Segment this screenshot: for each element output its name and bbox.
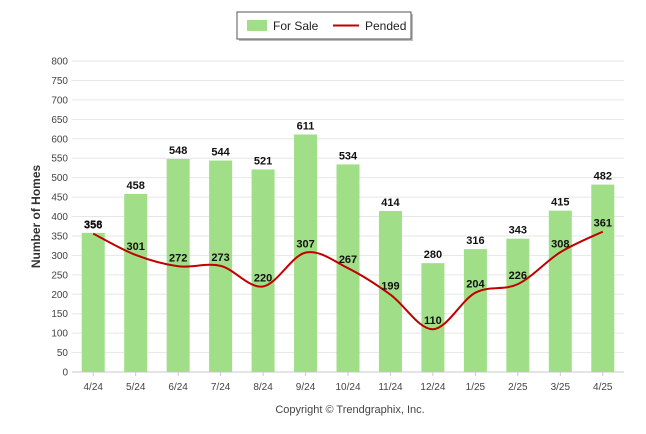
bar	[378, 211, 402, 372]
legend-label-for-sale: For Sale	[273, 19, 319, 33]
line-value-label: 226	[509, 270, 527, 282]
line-value-label: 273	[211, 252, 229, 264]
x-tick-label: 7/24	[211, 382, 231, 393]
x-tick-label: 9/24	[296, 382, 316, 393]
x-tick-label: 4/25	[593, 382, 613, 393]
line-value-label: 361	[594, 218, 612, 230]
bar-value-label: 415	[551, 197, 569, 209]
x-tick-label: 8/24	[253, 382, 273, 393]
legend-label-pended: Pended	[365, 19, 406, 33]
x-tick-label: 3/25	[551, 382, 571, 393]
x-tick-label: 4/24	[83, 382, 103, 393]
y-tick-label: 450	[51, 193, 68, 204]
bar	[251, 169, 275, 372]
x-axis-ticks: 4/24 5/24 6/24 7/24 8/24 9/24 10/24 11/24 12/24 1…	[83, 372, 613, 393]
bar	[124, 193, 148, 372]
y-tick-label: 250	[51, 270, 68, 281]
x-tick-label: 10/24	[335, 382, 360, 393]
y-tick-label: 0	[62, 368, 68, 379]
bar-value-label: 358	[84, 219, 102, 231]
bar-value-label: 343	[509, 225, 527, 237]
y-tick-label: 200	[51, 290, 68, 301]
y-tick-label: 650	[51, 115, 68, 126]
line-data-labels: 356 301 272 273 220 307 267 199 110 204 226 308 361	[84, 218, 612, 328]
y-tick-label: 800	[51, 57, 68, 68]
copyright-credit: Copyright © Trendgraphix, Inc.	[275, 404, 424, 416]
bar	[463, 249, 487, 372]
bar	[591, 184, 615, 372]
y-tick-label: 550	[51, 154, 68, 165]
x-tick-label: 6/24	[168, 382, 188, 393]
y-axis-title: Number of Homes	[29, 165, 43, 269]
line-value-label: 220	[254, 272, 272, 284]
y-tick-label: 400	[51, 212, 68, 223]
line-value-label: 199	[381, 281, 399, 293]
y-tick-label: 350	[51, 231, 68, 242]
y-tick-label: 750	[51, 76, 68, 87]
line-value-label: 308	[551, 238, 569, 250]
bar-value-label: 534	[339, 150, 358, 162]
bar-value-label: 458	[127, 180, 145, 192]
pended-series-line	[92, 230, 604, 331]
bar	[81, 232, 105, 372]
bar-value-label: 521	[254, 155, 272, 167]
y-tick-label: 150	[51, 309, 68, 320]
y-tick-label: 700	[51, 95, 68, 106]
y-tick-label: 50	[57, 348, 69, 359]
bar-value-label: 316	[466, 235, 484, 247]
legend: For Sale Pended	[236, 11, 413, 41]
bar-value-label: 544	[211, 147, 230, 159]
line-value-label: 110	[424, 315, 442, 327]
bar	[548, 210, 572, 372]
bar-value-label: 611	[297, 120, 315, 132]
line-value-label: 356	[84, 220, 102, 232]
x-tick-label: 1/25	[466, 382, 486, 393]
bar	[421, 263, 445, 372]
bars-for-sale	[81, 134, 615, 372]
y-axis-ticks: 0 50 100 150 200 250 300 350 400 450 500 550 600 650 7…	[51, 57, 68, 379]
y-tick-label: 600	[51, 134, 68, 145]
x-tick-label: 12/24	[420, 382, 445, 393]
bar-value-label: 414	[381, 197, 400, 209]
legend-swatch-for-sale	[247, 20, 267, 31]
line-value-label: 301	[127, 241, 145, 253]
x-tick-label: 5/24	[126, 382, 146, 393]
line-value-label: 267	[339, 254, 357, 266]
x-tick-label: 2/25	[508, 382, 528, 393]
x-tick-label: 11/24	[378, 382, 403, 393]
line-value-label: 307	[296, 239, 314, 251]
y-tick-label: 100	[51, 329, 68, 340]
bar-data-labels: 358 458 548 544 521 611 534 414 280 316 343 415 482	[84, 120, 612, 261]
y-tick-label: 300	[51, 251, 68, 262]
line-value-label: 272	[169, 252, 187, 264]
y-tick-label: 500	[51, 173, 68, 184]
bar-value-label: 548	[169, 145, 187, 157]
bar-value-label: 482	[594, 171, 612, 183]
line-value-label: 204	[466, 279, 485, 291]
bar	[506, 238, 530, 372]
bar-value-label: 280	[424, 249, 442, 261]
